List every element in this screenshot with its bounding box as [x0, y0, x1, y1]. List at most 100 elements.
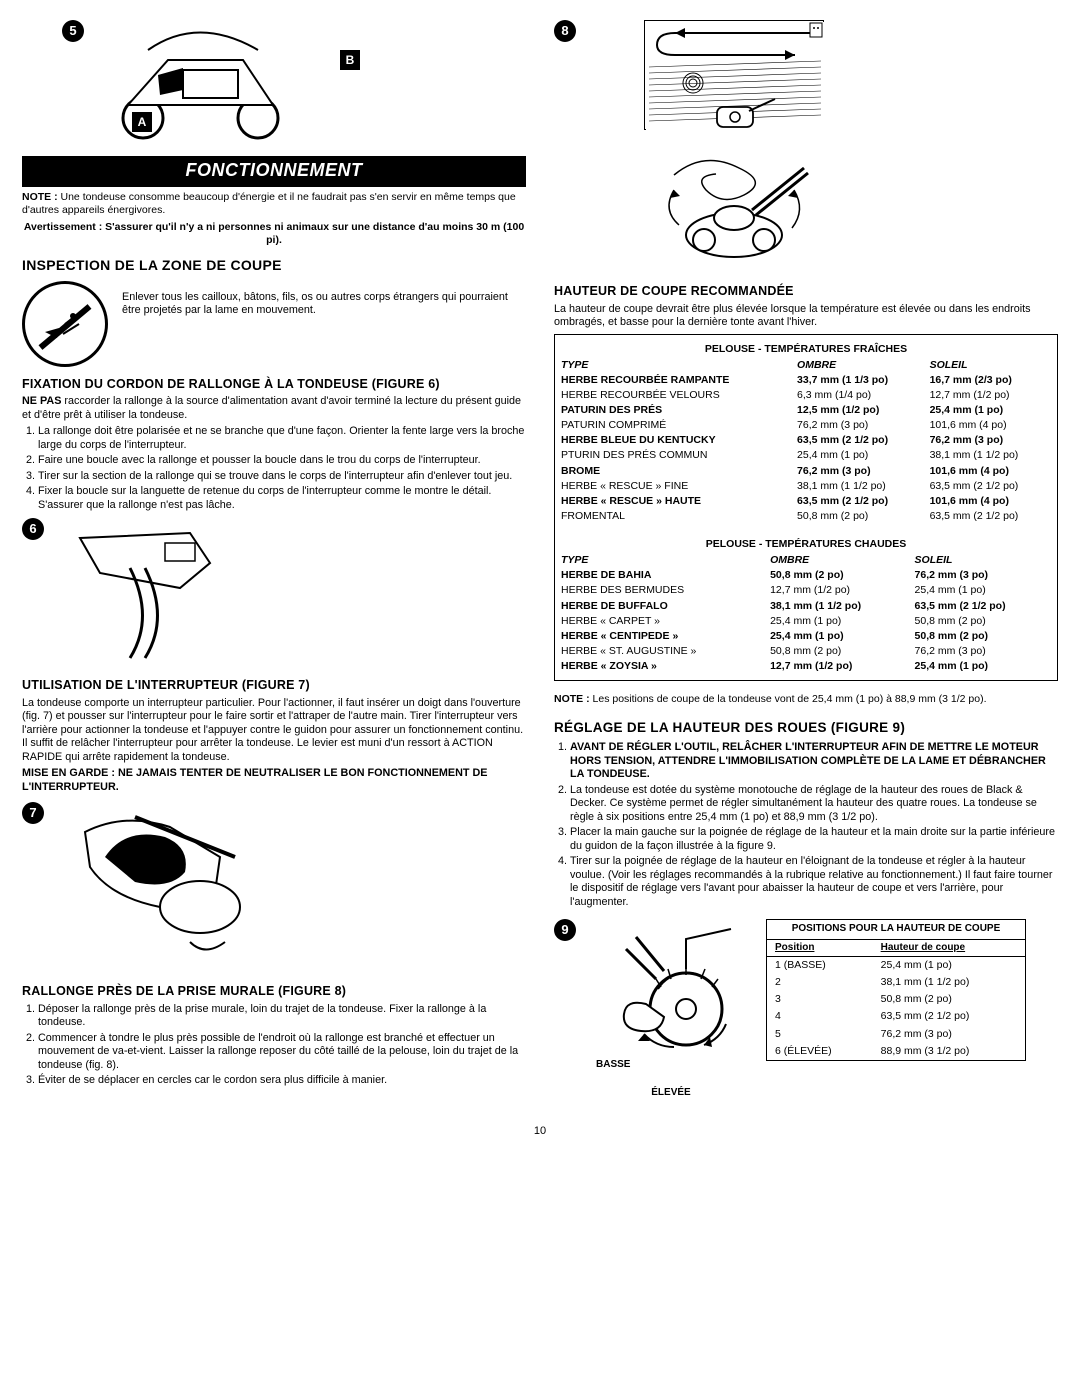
table-row: HERBE « ZOYSIA »12,7 mm (1/2 po)25,4 mm … [557, 659, 1055, 674]
col-soleil: SOLEIL [926, 358, 1055, 373]
figure-6-badge: 6 [22, 518, 44, 540]
table-cell: 12,7 mm (1/2 po) [766, 583, 910, 598]
list-item: La tondeuse est dotée du système monotou… [570, 784, 1058, 824]
table-row: 6 (ÉLEVÉE)88,9 mm (3 1/2 po) [767, 1043, 1025, 1060]
figure-9-badge: 9 [554, 919, 576, 941]
table-cell: 76,2 mm (3 po) [911, 568, 1055, 583]
table-row: HERBE RECOURBÉE VELOURS6,3 mm (1/4 po)12… [557, 388, 1055, 403]
label-basse: BASSE [596, 1059, 630, 1072]
table-cell: HERBE DES BERMUDES [557, 583, 766, 598]
table-cell: HERBE BLEUE DU KENTUCKY [557, 433, 793, 448]
table-cell: PATURIN COMPRIMÉ [557, 418, 793, 433]
table-cell: 33,7 mm (1 1/3 po) [793, 373, 926, 388]
table-cell: 50,8 mm (2 po) [911, 614, 1055, 629]
cool-table: TYPE OMBRE SOLEIL HERBE RECOURBÉE RAMPAN… [557, 358, 1055, 524]
reglage-steps: AVANT DE RÉGLER L'OUTIL, RELÂCHER L'INTE… [554, 741, 1058, 909]
table-cell: HERBE RECOURBÉE RAMPANTE [557, 373, 793, 388]
col-hauteur: Hauteur de coupe [873, 940, 1025, 957]
table-cell: 1 (BASSE) [767, 957, 873, 975]
fixation-lead: NE PAS raccorder la rallonge à la source… [22, 395, 526, 422]
table-row: 350,8 mm (2 po) [767, 991, 1025, 1008]
table-cell: PTURIN DES PRÉS COMMUN [557, 448, 793, 463]
hauteur-text: La hauteur de coupe devrait être plus él… [554, 303, 1058, 330]
table-row: HERBE DE BAHIA50,8 mm (2 po)76,2 mm (3 p… [557, 568, 1055, 583]
no-debris-icon [22, 281, 108, 367]
table-cell: HERBE « RESCUE » HAUTE [557, 494, 793, 509]
section-banner: FONCTIONNEMENT [22, 156, 526, 187]
interrupteur-warning: MISE EN GARDE : NE JAMAIS TENTER DE NEUT… [22, 767, 526, 794]
table-cell: 38,1 mm (1 1/2 po) [926, 448, 1055, 463]
heading-hauteur: HAUTEUR DE COUPE RECOMMANDÉE [554, 284, 1058, 300]
table-cell: HERBE RECOURBÉE VELOURS [557, 388, 793, 403]
page-number: 10 [22, 1125, 1058, 1139]
list-item: Fixer la boucle sur la languette de rete… [38, 485, 526, 512]
fixation-ne-pas: NE PAS [22, 395, 61, 407]
table-cell: 12,5 mm (1/2 po) [793, 403, 926, 418]
table-cell: 25,4 mm (1 po) [911, 659, 1055, 674]
table-cell: 50,8 mm (2 po) [793, 509, 926, 524]
table-cell: 5 [767, 1026, 873, 1043]
table-cell: 12,7 mm (1/2 po) [766, 659, 910, 674]
figure-8-group: 8 [554, 20, 1058, 270]
figure-8b-illustration [644, 140, 824, 270]
table-cell: 12,7 mm (1/2 po) [926, 388, 1055, 403]
table-row: BROME76,2 mm (3 po)101,6 mm (4 po) [557, 464, 1055, 479]
figure-9-illustration-wrap: BASSE ÉLEVÉE [586, 919, 756, 1099]
fixation-lead-text: raccorder la rallonge à la source d'alim… [22, 395, 521, 420]
table-cell: 25,4 mm (1 po) [911, 583, 1055, 598]
table-row: HERBE DES BERMUDES12,7 mm (1/2 po)25,4 m… [557, 583, 1055, 598]
table-row: HERBE DE BUFFALO38,1 mm (1 1/2 po)63,5 m… [557, 599, 1055, 614]
figure-7-illustration [70, 802, 280, 962]
table-cell: 50,8 mm (2 po) [766, 644, 910, 659]
note-label: NOTE : [22, 191, 58, 203]
table-row: HERBE « CARPET »25,4 mm (1 po)50,8 mm (2… [557, 614, 1055, 629]
table-cell: 63,5 mm (2 1/2 po) [911, 599, 1055, 614]
table-row: PTURIN DES PRÉS COMMUN25,4 mm (1 po)38,1… [557, 448, 1055, 463]
interrupteur-text: La tondeuse comporte un interrupteur par… [22, 697, 526, 764]
table-cell: HERBE DE BUFFALO [557, 599, 766, 614]
table-row: HERBE « RESCUE » HAUTE63,5 mm (2 1/2 po)… [557, 494, 1055, 509]
table-row: PATURIN DES PRÉS12,5 mm (1/2 po)25,4 mm … [557, 403, 1055, 418]
table-cell: 50,8 mm (2 po) [766, 568, 910, 583]
table-cell: 25,4 mm (1 po) [873, 957, 1025, 975]
table-cell: 76,2 mm (3 po) [793, 418, 926, 433]
note-text: Une tondeuse consomme beaucoup d'énergie… [22, 191, 516, 216]
list-item: Tirer sur la section de la rallonge qui … [38, 470, 526, 483]
table-row: 576,2 mm (3 po) [767, 1026, 1025, 1043]
figure-9-group: 9 [554, 919, 1058, 1099]
list-item: Éviter de se déplacer en cercles car le … [38, 1074, 526, 1087]
list-item: La rallonge doit être polarisée et ne se… [38, 425, 526, 452]
heading-fixation: FIXATION DU CORDON DE RALLONGE À LA TOND… [22, 377, 526, 393]
label-B-badge: B [340, 50, 360, 70]
rallonge-steps: Déposer la rallonge près de la prise mur… [22, 1003, 526, 1088]
table-cell: 25,4 mm (1 po) [926, 403, 1055, 418]
table-cell: 25,4 mm (1 po) [766, 629, 910, 644]
heading-rallonge: RALLONGE PRÈS DE LA PRISE MURALE (FIGURE… [22, 984, 526, 1000]
figure-5-badge: 5 [62, 20, 84, 42]
table-cell: 25,4 mm (1 po) [793, 448, 926, 463]
inspection-text: Enlever tous les cailloux, bâtons, fils,… [122, 291, 526, 318]
table-cell: 101,6 mm (4 po) [926, 418, 1055, 433]
page: 5 B A FONCTIONNEMENT NOTE : Une tond [22, 20, 1058, 1099]
note-positions: NOTE : Les positions de coupe de la tond… [554, 693, 1058, 706]
list-item: AVANT DE RÉGLER L'OUTIL, RELÂCHER L'INTE… [570, 741, 1058, 781]
table-row: HERBE « ST. AUGUSTINE »50,8 mm (2 po)76,… [557, 644, 1055, 659]
heading-inspection: INSPECTION DE LA ZONE DE COUPE [22, 257, 526, 275]
table-cell: 63,5 mm (2 1/2 po) [793, 494, 926, 509]
table-cell: 101,6 mm (4 po) [926, 494, 1055, 509]
list-item: Tirer sur la poignée de réglage de la ha… [570, 855, 1058, 909]
table-cell: HERBE « RESCUE » FINE [557, 479, 793, 494]
figure-5-illustration [88, 20, 318, 140]
right-column: 8 [554, 20, 1058, 1099]
warning-distance: Avertissement : S'assurer qu'il n'y a ni… [22, 221, 526, 247]
table-row: PATURIN COMPRIMÉ76,2 mm (3 po)101,6 mm (… [557, 418, 1055, 433]
table-cell: 76,2 mm (3 po) [911, 644, 1055, 659]
table-row: FROMENTAL50,8 mm (2 po)63,5 mm (2 1/2 po… [557, 509, 1055, 524]
table-cell: 4 [767, 1008, 873, 1025]
table-cell: HERBE DE BAHIA [557, 568, 766, 583]
table-cell: 76,2 mm (3 po) [926, 433, 1055, 448]
table-cell: 101,6 mm (4 po) [926, 464, 1055, 479]
warm-table-title: PELOUSE - TEMPÉRATURES CHAUDES [557, 538, 1055, 551]
heading-reglage: RÉGLAGE DE LA HAUTEUR DES ROUES (FIGURE … [554, 720, 1058, 737]
table-cell: 38,1 mm (1 1/2 po) [793, 479, 926, 494]
